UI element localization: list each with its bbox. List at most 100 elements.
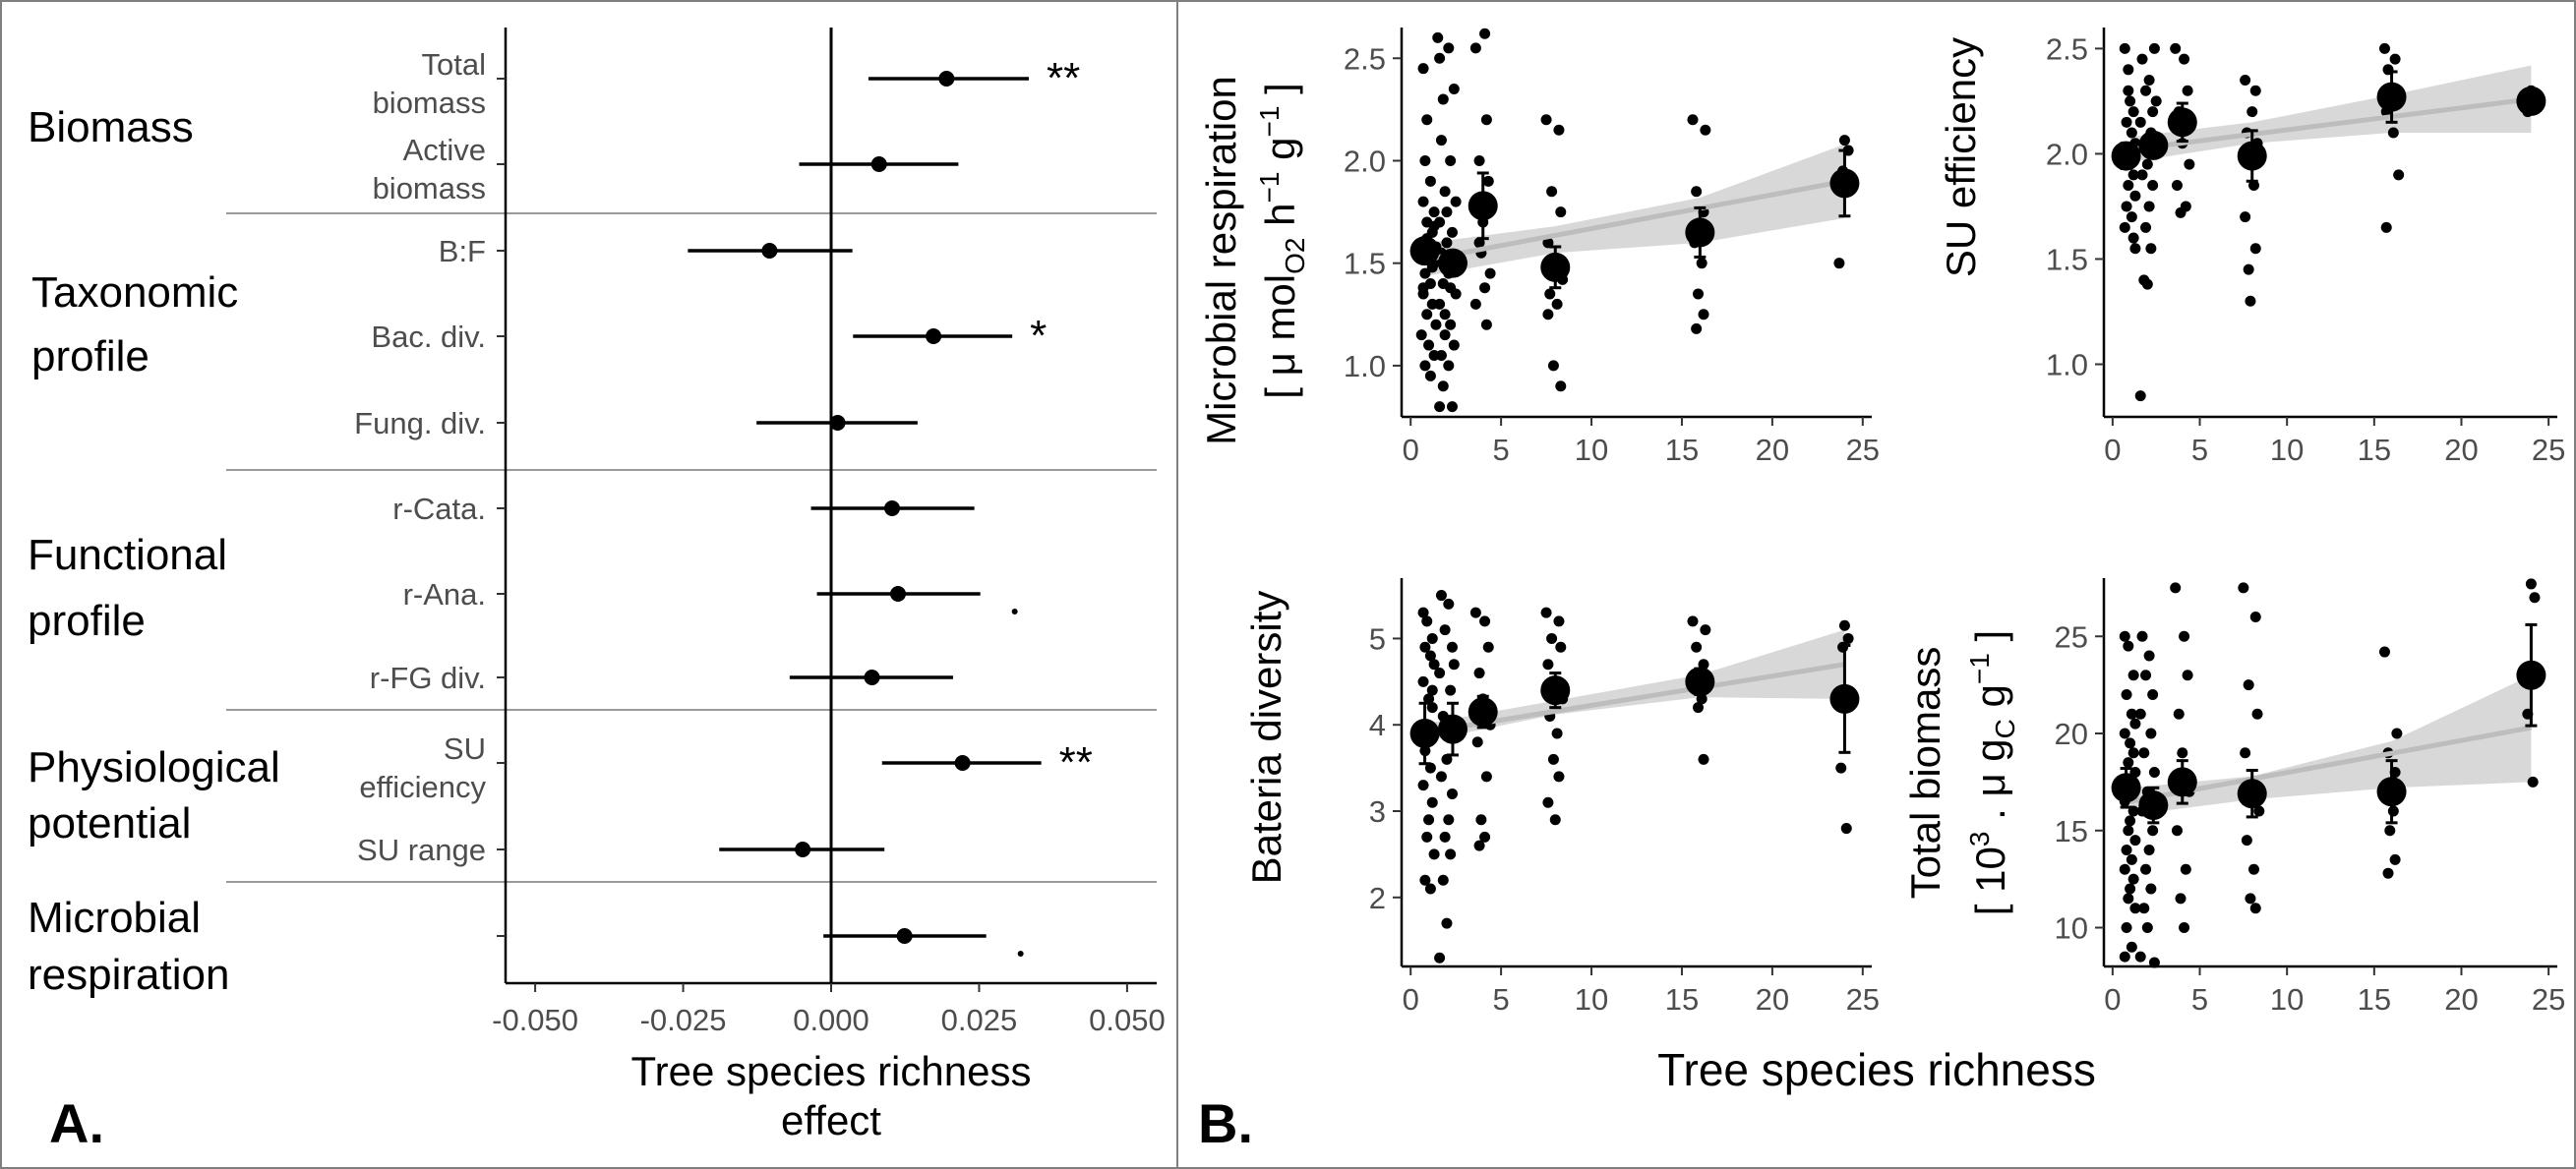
panel0-point-17 [1421, 309, 1433, 321]
panel3-point-59 [2251, 708, 2263, 720]
panel1-point-8 [2127, 169, 2139, 181]
panel1-xtick-label-3: 15 [2358, 433, 2391, 467]
panel3-point-38 [2147, 825, 2159, 837]
panel2-point-64 [1687, 615, 1699, 627]
panel1-xtick-label-2: 10 [2270, 433, 2304, 467]
panel3-point-63 [2241, 835, 2252, 847]
panel2-point-23 [1443, 598, 1455, 610]
panel0-point-87 [1696, 258, 1707, 269]
panel2-point-14 [1426, 796, 1438, 808]
panel3-point-49 [2173, 708, 2185, 720]
panel2-point-65 [1700, 624, 1711, 636]
forest-xtick-label-0: -0.050 [492, 1003, 578, 1037]
panel0-point-78 [1551, 298, 1563, 310]
forest-xlabel-line1: Tree species richness [631, 1048, 1032, 1094]
panel0-point-49 [1435, 349, 1447, 361]
panel3-point-23 [2123, 893, 2134, 905]
panel2-fit-line [1428, 662, 1845, 734]
panel2-mean-2 [1468, 697, 1498, 728]
panel3-point-77 [2529, 592, 2541, 604]
panel1-point-14 [2127, 232, 2139, 244]
panel-a-label: A. [49, 1092, 104, 1154]
panel1-point-11 [2121, 201, 2132, 212]
panel3-point-46 [2170, 582, 2182, 594]
panel1-point-48 [2247, 106, 2258, 118]
panel1-point-34 [2134, 390, 2146, 402]
forest-group-label-4-0: Microbial [28, 894, 201, 942]
panel2-ytick-label-2: 4 [1369, 708, 1386, 742]
panel3-point-40 [2140, 863, 2152, 875]
panel0-point-34 [1445, 154, 1457, 166]
panel3-mean-2 [2167, 767, 2197, 797]
forest-point-3 [926, 328, 942, 344]
panel0-point-1 [1421, 114, 1433, 126]
panel3-point-62 [2253, 805, 2265, 817]
panel3-point-55 [2179, 922, 2190, 933]
panel3-point-17 [2129, 835, 2141, 847]
panel0-mean-0 [1409, 236, 1440, 266]
panel0-point-45 [1434, 298, 1446, 310]
forest-group-label-3-1: potential [28, 799, 191, 848]
panel2-point-16 [1421, 831, 1433, 843]
panel1-fit-line [2129, 96, 2532, 152]
panel3-point-41 [2145, 883, 2157, 895]
panel3-point-74 [2389, 853, 2401, 865]
panel0-point-5 [1428, 206, 1440, 218]
panel1-point-58 [2389, 53, 2401, 65]
panel1-point-64 [2380, 221, 2392, 233]
panel0-point-81 [1542, 309, 1554, 321]
panel3-point-53 [2180, 863, 2191, 875]
panel3-point-64 [2247, 863, 2259, 875]
panel0-point-26 [1417, 282, 1429, 294]
panel0-point-22 [1419, 360, 1431, 372]
panel3-point-7 [2125, 737, 2136, 749]
panel0-point-32 [1448, 84, 1460, 95]
panel0-point-79 [1547, 360, 1559, 372]
panel0-xtick-label-2: 10 [1575, 433, 1608, 467]
panel2-point-53 [1546, 632, 1558, 644]
panel2-point-24 [1439, 624, 1451, 636]
forest-point-5 [883, 500, 900, 516]
panel0-point-57 [1469, 42, 1481, 54]
panel1-point-52 [2247, 180, 2259, 192]
panel3-point-5 [2129, 718, 2141, 730]
panel1-point-17 [2129, 243, 2141, 255]
panel3-point-32 [2134, 708, 2146, 720]
panel2-xtick-label-4: 20 [1756, 982, 1789, 1017]
panel3-point-27 [2119, 951, 2130, 963]
panel2-point-3 [1419, 641, 1431, 653]
panel3-point-6 [2119, 728, 2130, 739]
panel2-point-12 [1424, 762, 1436, 774]
panel3-point-76 [2525, 578, 2537, 590]
panel0-xtick-label-5: 25 [1846, 433, 1880, 467]
panel3-xtick-label-2: 10 [2270, 982, 2304, 1017]
panel2-point-38 [1434, 952, 1446, 964]
panel3-point-50 [2177, 747, 2188, 759]
panel3-point-73 [2384, 825, 2396, 837]
forest-group-label-2-1: profile [28, 597, 146, 645]
panel0-point-0 [1417, 63, 1429, 75]
panel2-point-22 [1435, 590, 1447, 602]
panel2-point-72 [1838, 619, 1850, 631]
forest-row-label-3: Bac. div. [371, 320, 486, 354]
scatter-bacteria-diversity: 2 3 4 5 0 5 10 15 20 25 [1369, 578, 1880, 1017]
panel2-point-73 [1842, 632, 1854, 644]
forest-point-7 [864, 670, 880, 685]
forest-row-label-9: SU range [357, 833, 486, 867]
panel2-point-35 [1445, 848, 1457, 860]
panel3-point-65 [2245, 893, 2256, 905]
forest-point-6 [890, 586, 907, 602]
panel3-point-21 [2127, 873, 2139, 885]
panel0-point-2 [1419, 154, 1431, 166]
panel0-point-53 [1434, 401, 1446, 413]
panel2-point-21 [1426, 684, 1438, 696]
panel1-point-55 [2243, 263, 2254, 275]
panel1-xtick-label-0: 0 [2104, 433, 2121, 467]
resp-ylabel-line1: Microbial respiration [1198, 76, 1244, 445]
su-ylabel: SU efficiency [1938, 37, 1984, 277]
forest-point-10 [896, 928, 913, 944]
panel0-point-20 [1423, 339, 1435, 351]
panel1-point-18 [2136, 53, 2148, 65]
panel2-point-42 [1482, 641, 1494, 653]
panel3-xtick-label-4: 20 [2444, 982, 2478, 1017]
